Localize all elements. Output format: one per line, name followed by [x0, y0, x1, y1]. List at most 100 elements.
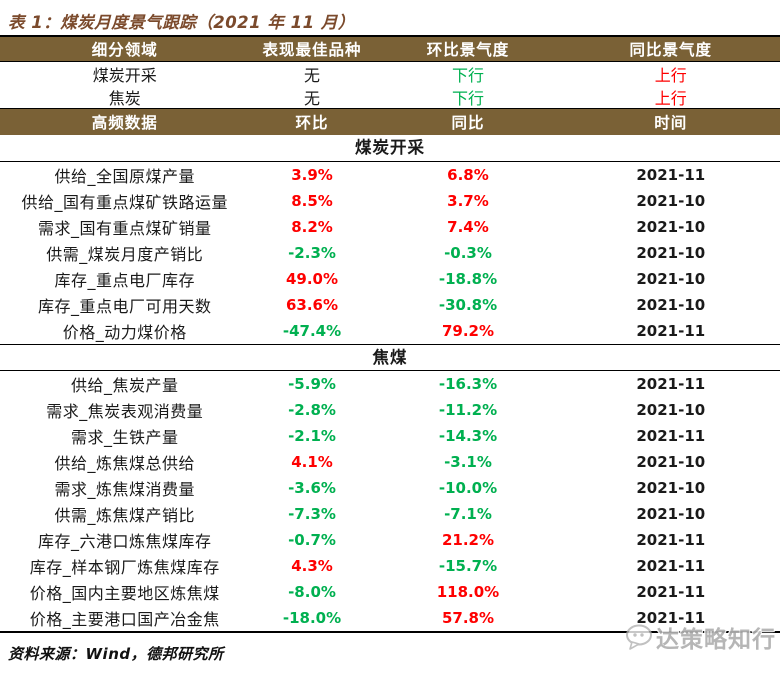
row-label: 供给_焦炭产量	[71, 376, 179, 395]
summary-row: 焦炭 无 下行 上行	[0, 85, 780, 108]
mom-value: 4.1%	[291, 453, 333, 471]
yoy-value: -10.0%	[438, 479, 498, 497]
mom-value: -47.4%	[282, 322, 342, 340]
section-header: 煤炭开采	[0, 135, 780, 162]
date-value: 2021-10	[636, 479, 706, 497]
mom-value: -2.3%	[288, 244, 336, 262]
yoy-value: -0.3%	[444, 244, 492, 262]
date-value: 2021-11	[636, 427, 706, 445]
yoy-value: 21.2%	[441, 531, 494, 549]
table-row: 需求_炼焦煤消费量 -3.6% -10.0% 2021-10	[0, 475, 780, 501]
summary-mom-trend: 下行	[451, 66, 484, 85]
summary-yoy-trend: 上行	[654, 66, 687, 85]
summary-yoy-trend: 上行	[654, 89, 687, 108]
table-row: 库存_重点电厂库存 49.0% -18.8% 2021-10	[0, 266, 780, 292]
mom-value: 49.0%	[285, 270, 339, 288]
date-value: 2021-10	[636, 401, 706, 419]
yoy-value: -11.2%	[438, 401, 498, 419]
date-value: 2021-10	[636, 505, 706, 523]
summary-field: 煤炭开采	[92, 66, 157, 85]
yoy-value: 7.4%	[447, 218, 489, 236]
detail-body: 煤炭开采供给_全国原煤产量 3.9% 6.8% 2021-11 供给_国有重点煤矿铁路运…	[0, 135, 780, 631]
yoy-value: 3.7%	[447, 192, 489, 210]
row-label: 供给_炼焦煤总供给	[54, 454, 196, 473]
row-label: 供需_煤炭月度产销比	[46, 245, 204, 264]
row-label: 库存_六港口炼焦煤库存	[38, 532, 212, 551]
row-label: 供给_国有重点煤矿铁路运量	[21, 193, 229, 212]
row-label: 需求_国有重点煤矿销量	[38, 219, 212, 238]
yoy-value: 6.8%	[447, 166, 489, 184]
section-header: 焦煤	[0, 344, 780, 371]
date-value: 2021-11	[636, 583, 706, 601]
summary-best-variety: 无	[303, 89, 320, 108]
mom-value: 63.6%	[285, 296, 339, 314]
table-row: 需求_生铁产量 -2.1% -14.3% 2021-11	[0, 423, 780, 449]
detail-header-time: 时间	[654, 114, 688, 132]
yoy-value: -18.8%	[438, 270, 498, 288]
summary-header-mom: 环比景气度	[426, 41, 510, 59]
source-note: 资料来源：Wind，德邦研究所	[8, 645, 224, 663]
table-row: 库存_六港口炼焦煤库存 -0.7% 21.2% 2021-11	[0, 527, 780, 553]
summary-header-row: 细分领域 表现最佳品种 环比景气度 同比景气度	[0, 35, 780, 62]
summary-header-field: 细分领域	[91, 41, 158, 59]
table-row: 需求_国有重点煤矿销量 8.2% 7.4% 2021-10	[0, 214, 780, 240]
mom-value: 8.5%	[291, 192, 333, 210]
summary-rows: 煤炭开采无下行 上行 焦炭无下行 上行	[0, 62, 780, 108]
row-label: 需求_生铁产量	[71, 428, 179, 447]
date-value: 2021-11	[636, 375, 706, 393]
prosperity-table: 细分领域 表现最佳品种 环比景气度 同比景气度 煤炭开采无下行 上行 焦炭无下行 上行…	[0, 35, 780, 633]
table-row: 价格_动力煤价格 -47.4% 79.2% 2021-11	[0, 318, 780, 344]
date-value: 2021-11	[636, 531, 706, 549]
row-label: 库存_重点电厂库存	[54, 271, 196, 290]
mom-value: -0.7%	[288, 531, 336, 549]
date-value: 2021-11	[636, 557, 706, 575]
yoy-value: -7.1%	[444, 505, 492, 523]
date-value: 2021-10	[636, 218, 706, 236]
summary-mom-trend: 下行	[451, 89, 484, 108]
row-label: 需求_炼焦煤消费量	[54, 480, 196, 499]
detail-header-mom: 环比	[295, 114, 329, 132]
table-row: 供需_煤炭月度产销比 -2.3% -0.3% 2021-10	[0, 240, 780, 266]
yoy-value: 79.2%	[441, 322, 494, 340]
date-value: 2021-11	[636, 322, 706, 340]
table-row: 供给_炼焦煤总供给 4.1% -3.1% 2021-10	[0, 449, 780, 475]
yoy-value: -30.8%	[438, 296, 498, 314]
row-label: 供给_全国原煤产量	[54, 167, 196, 186]
table-row: 库存_重点电厂可用天数 63.6% -30.8% 2021-10	[0, 292, 780, 318]
date-value: 2021-10	[636, 244, 706, 262]
table-title: 表 1：煤炭月度景气跟踪（2021 年 11 月）	[8, 12, 355, 32]
date-value: 2021-11	[636, 609, 706, 627]
mom-value: 3.9%	[291, 166, 333, 184]
row-label: 价格_主要港口国产冶金焦	[29, 610, 220, 629]
mom-value: 8.2%	[291, 218, 333, 236]
mom-value: -2.1%	[288, 427, 336, 445]
row-label: 供需_炼焦煤产销比	[54, 506, 196, 525]
detail-header-yoy: 同比	[451, 114, 485, 132]
table-row: 供需_炼焦煤产销比 -7.3% -7.1% 2021-10	[0, 501, 780, 527]
summary-row: 煤炭开采 无 下行 上行	[0, 62, 780, 85]
table-row: 库存_样本钢厂炼焦煤库存 4.3% -15.7% 2021-11	[0, 553, 780, 579]
mom-value: -3.6%	[288, 479, 336, 497]
yoy-value: -14.3%	[438, 427, 498, 445]
table-row: 价格_国内主要地区炼焦煤 -8.0% 118.0% 2021-11	[0, 579, 780, 605]
yoy-value: -3.1%	[444, 453, 492, 471]
yoy-value: -16.3%	[438, 375, 498, 393]
row-label: 需求_焦炭表观消费量	[46, 402, 204, 421]
mom-value: -18.0%	[282, 609, 342, 627]
summary-header-yoy: 同比景气度	[629, 41, 713, 59]
yoy-value: -15.7%	[438, 557, 498, 575]
yoy-value: 57.8%	[441, 609, 494, 627]
mom-value: -2.8%	[288, 401, 336, 419]
detail-header-data: 高频数据	[91, 114, 158, 132]
row-label: 价格_国内主要地区炼焦煤	[29, 584, 220, 603]
detail-header-row: 高频数据 环比 同比 时间	[0, 108, 780, 135]
yoy-value: 118.0%	[436, 583, 500, 601]
table-row: 需求_焦炭表观消费量 -2.8% -11.2% 2021-10	[0, 397, 780, 423]
table-row: 价格_主要港口国产冶金焦 -18.0% 57.8% 2021-11	[0, 605, 780, 631]
mom-value: 4.3%	[291, 557, 333, 575]
table-row: 供给_全国原煤产量 3.9% 6.8% 2021-11	[0, 162, 780, 188]
summary-best-variety: 无	[303, 66, 320, 85]
date-value: 2021-11	[636, 166, 706, 184]
date-value: 2021-10	[636, 192, 706, 210]
